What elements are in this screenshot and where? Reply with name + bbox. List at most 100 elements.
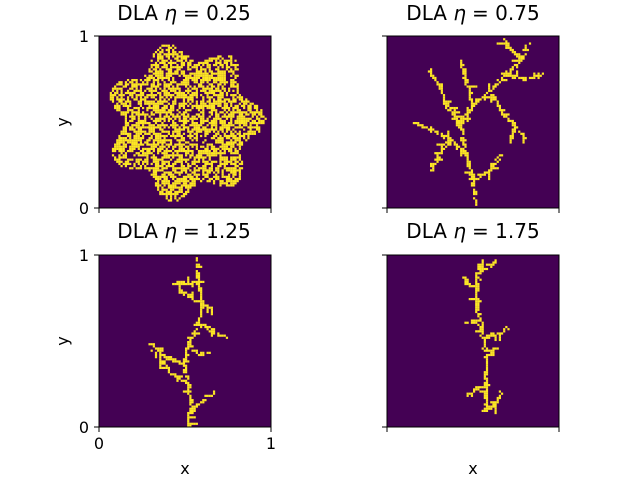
cluster-cell bbox=[466, 106, 469, 110]
cluster-cell bbox=[245, 117, 248, 120]
cluster-cell bbox=[245, 139, 248, 142]
cluster-cell bbox=[473, 182, 476, 185]
cluster-cell bbox=[165, 53, 168, 56]
cluster-cell bbox=[124, 165, 127, 168]
cluster-cell bbox=[221, 57, 224, 60]
cluster-cell bbox=[204, 304, 207, 307]
cluster-cell bbox=[238, 147, 241, 150]
cluster-cell bbox=[111, 149, 115, 153]
cluster-cell bbox=[232, 63, 235, 67]
cluster-cell bbox=[225, 106, 229, 110]
cluster-cell bbox=[159, 100, 162, 103]
cluster-cell bbox=[481, 270, 484, 273]
cluster-cell bbox=[195, 139, 198, 142]
cluster-cell bbox=[449, 100, 452, 103]
cluster-cell bbox=[442, 137, 446, 140]
cluster-cell bbox=[191, 59, 194, 62]
cluster-cell bbox=[163, 59, 166, 62]
cluster-cell bbox=[185, 171, 188, 174]
cluster-cell bbox=[195, 332, 198, 335]
cluster-cell bbox=[436, 130, 439, 133]
cluster-cell bbox=[236, 104, 239, 107]
cluster-cell bbox=[440, 85, 443, 88]
cluster-cell bbox=[447, 102, 450, 105]
cluster-cell bbox=[219, 61, 222, 64]
cluster-cell bbox=[150, 74, 153, 77]
cluster-cell bbox=[157, 83, 160, 86]
cluster-cell bbox=[129, 141, 132, 144]
cluster-cell bbox=[225, 94, 229, 97]
cluster-cell bbox=[492, 263, 495, 266]
cluster-cell bbox=[432, 167, 435, 170]
cluster-cell bbox=[144, 113, 147, 116]
cluster-cell bbox=[152, 76, 155, 80]
cluster-cell bbox=[223, 160, 226, 163]
cluster-cell bbox=[150, 63, 153, 67]
cluster-cell bbox=[496, 83, 499, 86]
cluster-cell bbox=[161, 175, 164, 178]
cluster-cell bbox=[165, 63, 168, 67]
cluster-cell bbox=[180, 57, 183, 60]
cluster-cell bbox=[187, 190, 190, 193]
cluster-cell bbox=[470, 91, 474, 95]
cluster-cell bbox=[434, 152, 437, 155]
cluster-cell bbox=[204, 72, 207, 75]
cluster-cell bbox=[230, 115, 233, 118]
cluster-cell bbox=[494, 401, 497, 404]
cluster-cell bbox=[163, 63, 166, 67]
cluster-cell bbox=[165, 104, 168, 107]
cluster-cell bbox=[485, 394, 489, 397]
cluster-cell bbox=[215, 173, 218, 176]
cluster-cell bbox=[228, 180, 231, 183]
cluster-cell bbox=[111, 98, 115, 101]
cluster-cell bbox=[137, 102, 140, 105]
cluster-cell bbox=[169, 186, 173, 189]
cluster-cell bbox=[208, 154, 211, 157]
cluster-cell bbox=[215, 111, 218, 114]
cluster-cell bbox=[200, 106, 203, 110]
cluster-cell bbox=[195, 104, 198, 107]
cluster-cell bbox=[131, 96, 134, 99]
cluster-cell bbox=[212, 160, 216, 163]
cluster-cell bbox=[204, 70, 207, 73]
cluster-cell bbox=[154, 102, 158, 105]
cluster-cell bbox=[455, 119, 458, 123]
cluster-cell bbox=[200, 72, 203, 75]
cluster-cell bbox=[204, 130, 207, 133]
cluster-cell bbox=[238, 145, 241, 148]
cluster-cell bbox=[217, 72, 220, 75]
cluster-cell bbox=[114, 156, 117, 159]
cluster-cell bbox=[189, 169, 192, 172]
cluster-cell bbox=[178, 89, 181, 92]
cluster-cell bbox=[159, 356, 162, 359]
cluster-cell bbox=[255, 111, 259, 114]
cluster-cell bbox=[509, 68, 512, 71]
cluster-cell bbox=[161, 347, 164, 350]
cluster-cell bbox=[185, 368, 188, 372]
cluster-cell bbox=[494, 407, 497, 410]
cluster-cell bbox=[114, 158, 117, 161]
panel-eta-1-25: DLA η = 1.25 1 0 0 1 x y bbox=[53, 219, 276, 478]
cluster-cell bbox=[129, 128, 132, 131]
cluster-cell bbox=[131, 79, 134, 82]
cluster-cell bbox=[483, 343, 486, 346]
cluster-cell bbox=[473, 85, 476, 88]
cluster-cell bbox=[238, 158, 241, 161]
cluster-cell bbox=[146, 87, 149, 90]
x-axis-label: x bbox=[180, 459, 189, 478]
cluster-cell bbox=[432, 165, 435, 168]
cluster-cell bbox=[165, 130, 168, 133]
cluster-cell bbox=[157, 169, 160, 172]
cluster-cell bbox=[142, 134, 145, 138]
cluster-cell bbox=[176, 160, 179, 163]
cluster-cell bbox=[253, 106, 256, 110]
cluster-cell bbox=[133, 124, 136, 127]
cluster-cell bbox=[206, 76, 209, 80]
cluster-cell bbox=[116, 106, 119, 110]
cluster-cell bbox=[197, 173, 201, 176]
cluster-cell bbox=[193, 330, 196, 333]
cluster-cell bbox=[159, 184, 162, 187]
cluster-cell bbox=[191, 175, 194, 178]
cluster-cell bbox=[176, 55, 179, 58]
cluster-cell bbox=[124, 152, 127, 155]
